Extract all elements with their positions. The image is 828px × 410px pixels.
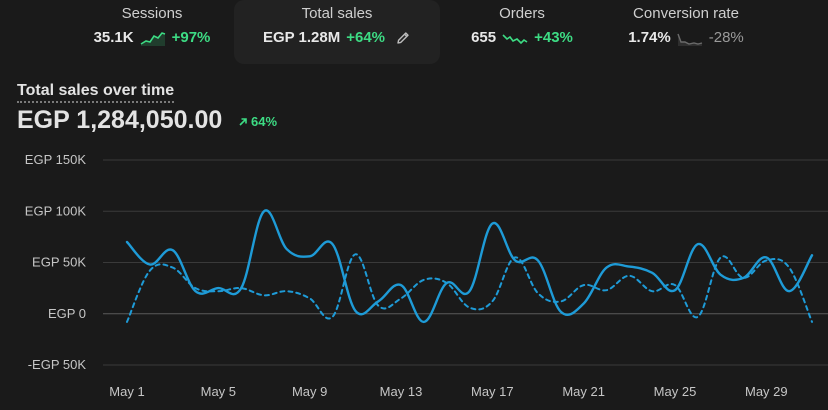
metric-row: 1.74% -28% — [605, 29, 767, 46]
pencil-icon[interactable] — [395, 30, 411, 46]
x-tick-label: May 21 — [562, 384, 605, 399]
metric-value: 35.1K — [93, 29, 134, 46]
metric-change: +97% — [171, 29, 211, 46]
metric-conversion-rate[interactable]: Conversion rate 1.74% -28% — [605, 0, 767, 64]
sparkline-up-icon — [502, 33, 528, 44]
chart-change: 64% — [238, 114, 277, 129]
x-tick-label: May 29 — [745, 384, 788, 399]
y-axis: EGP 150K EGP 100K EGP 50K EGP 0 -EGP 50K — [25, 152, 828, 372]
y-tick-label: EGP 50K — [32, 255, 86, 270]
metric-change: -28% — [708, 29, 744, 46]
metric-title: Orders — [499, 5, 545, 22]
chart-change-value: 64% — [251, 114, 278, 129]
x-tick-label: May 9 — [292, 384, 327, 399]
metric-title: Sessions — [121, 5, 183, 22]
metric-value: 1.74% — [628, 29, 671, 46]
metric-orders[interactable]: Orders 655 +43% — [447, 0, 597, 64]
metric-change: +64% — [346, 29, 386, 46]
metric-row: 655 +43% — [447, 29, 597, 46]
series-layer — [125, 209, 814, 324]
x-tick-label: May 5 — [201, 384, 236, 399]
sparkline-up-icon — [140, 31, 165, 46]
chart-total-value: EGP 1,284,050.00 — [17, 106, 223, 134]
arrow-up-right-icon — [239, 117, 247, 126]
x-tick-label: May 1 — [109, 384, 144, 399]
sales-line-chart[interactable]: EGP 150K EGP 100K EGP 50K EGP 0 -EGP 50K May… — [0, 140, 828, 410]
metric-row: 35.1K +97% — [77, 29, 227, 46]
metric-value: EGP 1.28M — [262, 29, 341, 46]
series-line-previous-period[interactable] — [126, 253, 813, 323]
metric-title: Conversion rate — [633, 5, 739, 22]
x-tick-label: May 25 — [654, 384, 697, 399]
metrics-bar: Sessions 35.1K +97% Total sales EGP 1.28… — [0, 0, 828, 66]
metric-value: 655 — [471, 29, 497, 46]
metric-row: EGP 1.28M +64% — [234, 29, 440, 46]
y-tick-label: EGP 150K — [25, 152, 87, 167]
sparkline-flat-icon — [677, 33, 702, 46]
series-line-current-period[interactable] — [125, 209, 814, 324]
metric-sessions[interactable]: Sessions 35.1K +97% — [77, 0, 227, 64]
x-tick-label: May 17 — [471, 384, 514, 399]
chart-title[interactable]: Total sales over time — [17, 82, 175, 103]
y-tick-label: EGP 0 — [48, 306, 86, 321]
y-tick-label: EGP 100K — [25, 203, 87, 218]
metric-title: Total sales — [301, 5, 373, 22]
metric-change: +43% — [534, 29, 573, 46]
x-axis: May 1 May 5 May 9 May 13 May 17 May 21 May 25 M… — [109, 384, 787, 399]
y-tick-label: -EGP 50K — [28, 357, 87, 372]
x-tick-label: May 13 — [380, 384, 423, 399]
metric-total-sales[interactable]: Total sales EGP 1.28M +64% — [234, 0, 440, 64]
